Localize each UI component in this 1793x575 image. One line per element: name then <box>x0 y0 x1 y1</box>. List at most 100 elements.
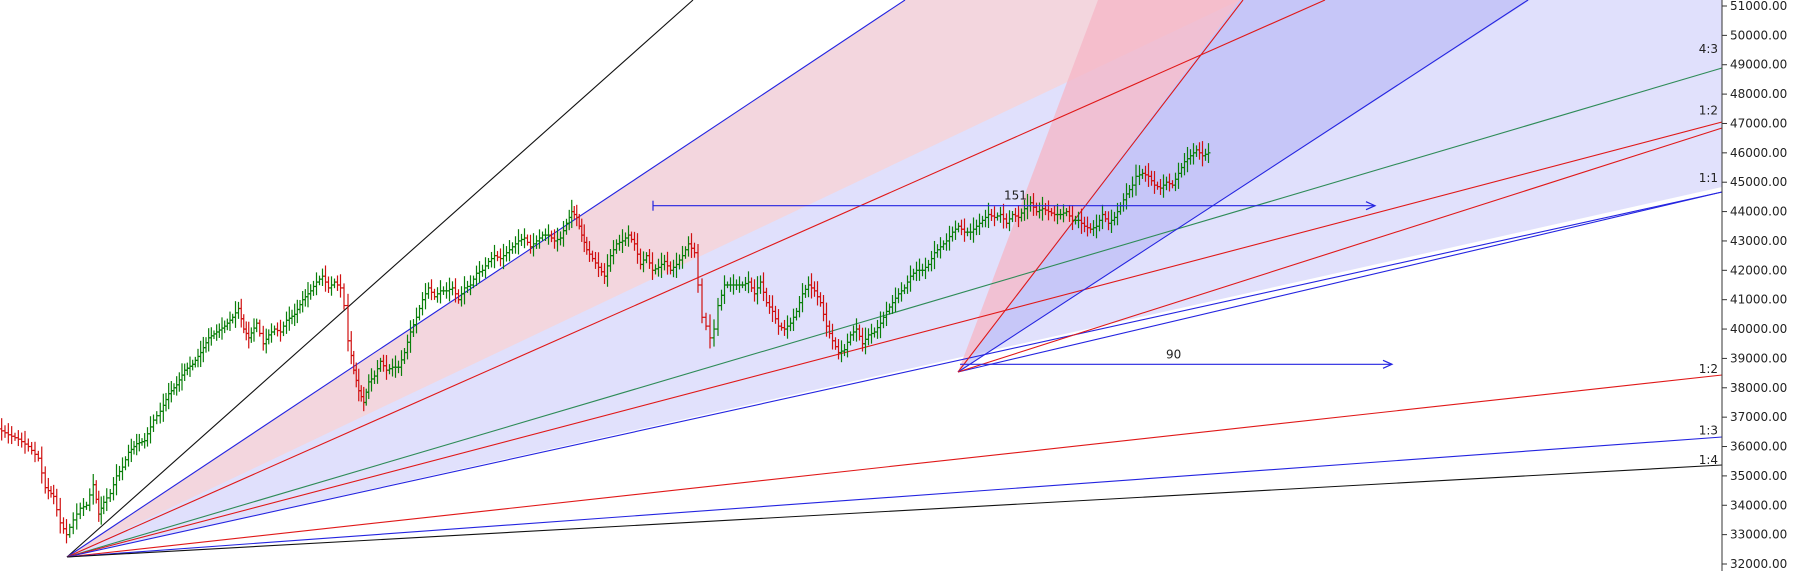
price-bar <box>126 444 131 467</box>
price-bar <box>164 392 168 412</box>
price-bar <box>272 325 277 336</box>
price-bar <box>314 272 319 296</box>
price-bar <box>326 276 331 293</box>
price-bar <box>696 244 700 293</box>
price-bar <box>290 309 294 325</box>
fan-line-8 <box>66 464 1723 558</box>
price-bar <box>0 418 4 441</box>
price-bar <box>417 304 422 321</box>
price-bar <box>1206 143 1211 164</box>
measure-arrow-90: 90 <box>960 347 1394 369</box>
axis-tick-label: 46000.00 <box>1730 146 1787 160</box>
fan-label: 1:2 <box>1699 362 1718 376</box>
price-bar <box>252 318 256 342</box>
price-bar <box>58 497 63 534</box>
price-bar <box>712 319 716 347</box>
price-bar <box>51 484 56 505</box>
fan-fill-secondary-red <box>958 0 1240 372</box>
price-bar <box>346 293 350 352</box>
axis-tick-label: 34000.00 <box>1730 498 1787 512</box>
price-bar <box>266 329 271 345</box>
price-bar <box>169 381 174 403</box>
price-bar <box>323 265 328 292</box>
annotations: 151 90 <box>652 189 1394 369</box>
price-bar <box>230 313 235 324</box>
fan-line-6 <box>66 374 1723 558</box>
price-bar <box>236 301 241 319</box>
price-bar <box>71 512 76 535</box>
price-bar <box>172 383 176 395</box>
fan-line-3 <box>66 67 1723 558</box>
price-bar <box>474 265 479 286</box>
price-bar <box>117 465 122 481</box>
price-bar <box>39 446 44 484</box>
fan-line-9 <box>957 0 1244 373</box>
price-bar <box>190 359 195 371</box>
price-bar <box>13 432 17 441</box>
price-bar <box>435 287 440 303</box>
price-bar <box>43 466 48 494</box>
fan-line-12 <box>957 127 1723 373</box>
price-bar <box>114 464 119 496</box>
price-bar <box>108 488 113 503</box>
price-bar <box>498 248 503 267</box>
fan-line-1 <box>66 0 906 558</box>
price-bar <box>320 268 325 286</box>
price-bar <box>204 337 208 353</box>
fan-line-4 <box>66 121 1723 558</box>
price-bar <box>64 519 69 544</box>
price-bar <box>33 441 37 463</box>
price-bar <box>154 411 159 425</box>
axis-tick-label: 38000.00 <box>1730 381 1787 395</box>
price-bar <box>708 314 712 349</box>
price-bar <box>123 456 128 471</box>
axis-tick-label: 36000.00 <box>1730 440 1787 454</box>
price-bar <box>249 327 254 343</box>
price-bar <box>264 328 269 354</box>
price-bar <box>438 280 443 304</box>
price-bar <box>495 251 500 262</box>
price-bar <box>507 240 512 262</box>
price-bar <box>9 426 14 445</box>
price-bar <box>308 284 313 300</box>
price-bar <box>19 432 24 448</box>
price-bar <box>423 283 428 310</box>
axis-tick-label: 44000.00 <box>1730 205 1787 219</box>
price-bar <box>16 430 21 447</box>
price-bar <box>303 289 308 307</box>
price-bar <box>148 416 153 444</box>
price-bar <box>332 278 337 289</box>
price-bar <box>158 402 163 424</box>
price-bar <box>510 242 515 254</box>
axis-tick-label: 51000.00 <box>1730 0 1787 13</box>
price-bar <box>145 427 150 447</box>
price-bar <box>261 325 266 351</box>
price-bar <box>196 348 200 368</box>
price-bar <box>426 282 431 299</box>
price-bar <box>23 430 27 454</box>
price-bar <box>228 311 232 331</box>
axis-tick-label: 48000.00 <box>1730 87 1787 101</box>
price-bar <box>193 356 198 368</box>
axis-tick-label: 43000.00 <box>1730 234 1787 248</box>
fan-line-11 <box>957 191 1723 373</box>
fan-label: 4:3 <box>1699 42 1718 56</box>
measure-label: 90 <box>1166 347 1181 361</box>
price-bar <box>246 321 251 349</box>
price-bar <box>335 275 340 291</box>
price-bar <box>306 282 310 308</box>
price-bar <box>29 441 34 455</box>
price-bar <box>206 328 211 352</box>
price-bar <box>120 457 125 481</box>
price-bar <box>96 490 101 522</box>
price-axis[interactable]: 51000.00 50000.00 49000.00 48000.00 47000.00… <box>1721 0 1787 571</box>
price-bars <box>0 141 1211 544</box>
price-bar <box>284 311 289 334</box>
price-bar <box>275 322 280 337</box>
price-bar <box>54 488 59 517</box>
price-bar <box>239 298 244 328</box>
price-bar <box>486 257 491 270</box>
price-bar <box>91 473 96 505</box>
